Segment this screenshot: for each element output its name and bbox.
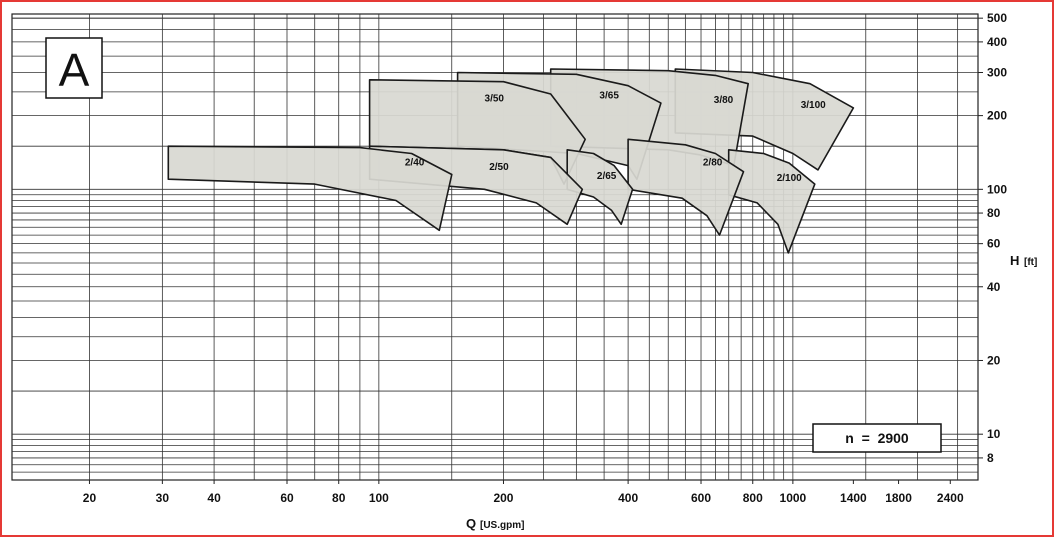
x-tick-label: 400 <box>618 491 638 505</box>
panel-label: A <box>59 44 90 96</box>
y-tick-label: 300 <box>987 65 1007 79</box>
areas-layer: 2/40 2/50 2/65 2/80 2/100 3/50 3/65 3/80 3/100 <box>167 68 855 254</box>
area-label-3-100: 3/100 <box>801 100 826 111</box>
x-tick-label: 20 <box>83 491 97 505</box>
area-label-2-80: 2/80 <box>703 158 723 169</box>
y-tick-label: 500 <box>987 11 1007 25</box>
area-2-40 <box>167 145 453 232</box>
x-tick-label: 600 <box>691 491 711 505</box>
x-tick-label: 1400 <box>840 491 867 505</box>
y-tick-label: 40 <box>987 280 1001 294</box>
area-2-80 <box>627 138 745 236</box>
area-label-2-50: 2/50 <box>489 162 509 173</box>
x-tick-label: 30 <box>156 491 170 505</box>
area-2-100 <box>727 149 816 254</box>
area-label-3-50: 3/50 <box>485 94 505 105</box>
panel-label-box <box>45 37 103 99</box>
speed-annotation-box <box>812 423 942 453</box>
x-tick-label: 200 <box>493 491 513 505</box>
x-axis-symbol: Q <box>466 516 476 531</box>
x-tick-label: 2400 <box>937 491 964 505</box>
x-tick-label: 80 <box>332 491 346 505</box>
y-tick-label: 400 <box>987 35 1007 49</box>
y-axis-unit: [ft] <box>1024 257 1037 268</box>
x-axis-unit: [US.gpm] <box>480 520 524 531</box>
x-tick-label: 1800 <box>885 491 912 505</box>
y-tick-label: 80 <box>987 206 1001 220</box>
area-label-3-65: 3/65 <box>599 90 619 101</box>
y-tick-label: 200 <box>987 109 1007 123</box>
area-label-2-40: 2/40 <box>405 158 425 169</box>
x-tick-label: 60 <box>280 491 294 505</box>
y-tick-label: 20 <box>987 353 1001 367</box>
speed-annotation: n = 2900 <box>845 430 909 446</box>
area-label-2-100: 2/100 <box>777 173 802 184</box>
x-tick-label: 1000 <box>780 491 807 505</box>
y-tick-label: 60 <box>987 237 1001 251</box>
y-tick-label: 100 <box>987 182 1007 196</box>
x-tick-label: 800 <box>743 491 763 505</box>
x-tick-label: 100 <box>369 491 389 505</box>
area-label-3-80: 3/80 <box>714 95 734 106</box>
area-label-2-65: 2/65 <box>597 171 617 182</box>
x-tick-label: 40 <box>207 491 221 505</box>
y-axis-symbol: H <box>1010 253 1019 268</box>
y-tick-label: 8 <box>987 451 994 465</box>
ticks-layer: 20 30 40 60 80 100 200 400 600 800 1000 1400 1800 240… <box>83 11 1008 505</box>
y-tick-label: 10 <box>987 427 1001 441</box>
